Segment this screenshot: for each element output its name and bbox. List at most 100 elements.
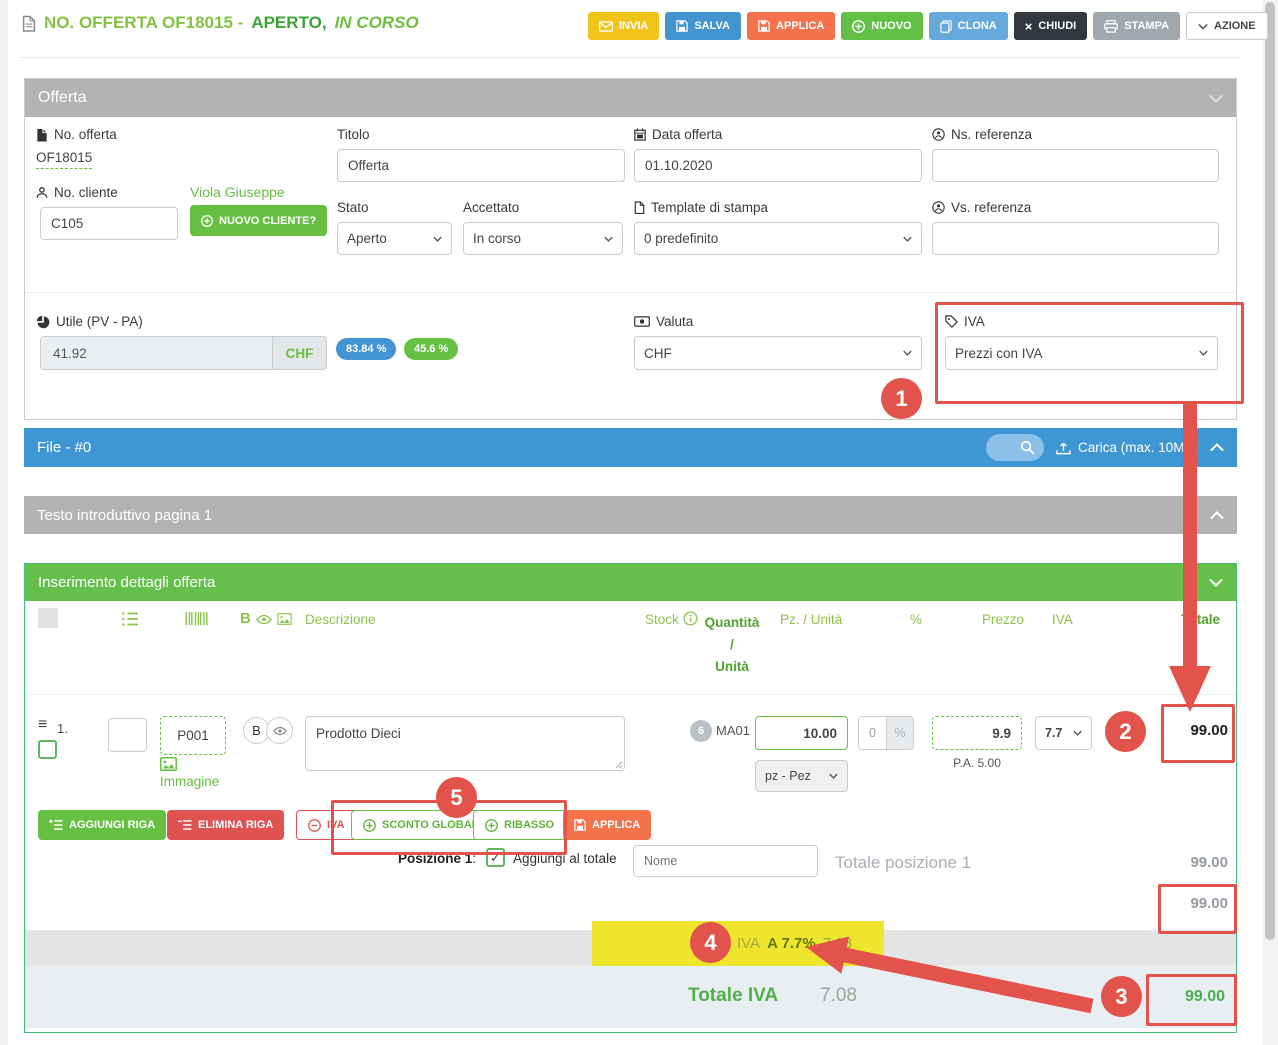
discount-group: % xyxy=(858,716,914,750)
invia-button[interactable]: INVIA xyxy=(588,12,660,40)
elimina-riga-label: ELIMINA RIGA xyxy=(198,819,274,831)
clona-button[interactable]: CLONA xyxy=(928,12,1008,40)
save-icon xyxy=(574,819,586,831)
valuta-select[interactable]: CHF xyxy=(634,336,922,370)
no-cliente-input[interactable] xyxy=(40,207,178,240)
iva-summary-rate: A 7.7% xyxy=(767,935,816,952)
offerta-panel-header[interactable]: Offerta xyxy=(25,79,1236,117)
envelope-icon xyxy=(599,20,613,32)
title-status: APERTO, xyxy=(251,13,327,32)
data-offerta-input[interactable] xyxy=(634,149,922,182)
elimina-riga-button[interactable]: ELIMINA RIGA xyxy=(167,810,285,840)
no-offerta-value[interactable]: OF18015 xyxy=(36,150,93,169)
chevron-down-icon xyxy=(903,236,912,242)
aggiungi-riga-button[interactable]: AGGIUNGI RIGA xyxy=(38,810,167,840)
warehouse-code: MA01 xyxy=(716,723,750,738)
iva-toggle-label: IVA xyxy=(327,819,345,831)
document-icon xyxy=(36,128,48,142)
posizione-nome-input[interactable] xyxy=(633,845,818,877)
sconto-globale-label: SCONTO GLOBALE xyxy=(382,819,486,831)
row-drag-handle[interactable]: ≡ xyxy=(38,716,48,733)
posizione-label: Posizione 1: xyxy=(398,851,477,866)
stato-select[interactable]: Aperto xyxy=(337,222,452,255)
applica-button-top[interactable]: APPLICA xyxy=(747,12,836,40)
chevron-down-icon[interactable] xyxy=(1209,578,1223,587)
person-circle-icon xyxy=(932,128,945,141)
ns-referenza-input[interactable] xyxy=(932,149,1219,182)
accettato-select[interactable]: In corso xyxy=(463,222,623,255)
discount-percent-addon: % xyxy=(886,717,913,749)
template-select[interactable]: 0 predefinito xyxy=(634,222,922,255)
titolo-input[interactable] xyxy=(337,149,625,182)
upload-label: Carica (max. 10MB) xyxy=(1077,440,1198,455)
col-prezzo: Prezzo xyxy=(982,612,1025,627)
chevron-up-icon[interactable] xyxy=(1210,443,1224,452)
iva-toggle-button[interactable]: IVA xyxy=(296,810,357,840)
chevron-down-icon[interactable] xyxy=(1209,94,1223,103)
offerta-panel-title: Offerta xyxy=(38,89,87,106)
azione-button[interactable]: AZIONE xyxy=(1186,12,1268,40)
dettagli-panel-header[interactable]: Inserimento dettagli offerta xyxy=(25,564,1236,601)
file-section-header[interactable]: File - #0 Carica (max. 10MB) xyxy=(24,428,1237,467)
select-all-placeholder[interactable] xyxy=(38,608,58,628)
list-ol-icon xyxy=(121,611,139,627)
copy-icon xyxy=(939,19,952,33)
upload-button[interactable]: Carica (max. 10MB) xyxy=(1056,440,1198,455)
nuovo-button[interactable]: NUOVO xyxy=(841,12,923,40)
testo-section-header[interactable]: Testo introduttivo pagina 1 xyxy=(24,496,1237,534)
applica-label: APPLICA xyxy=(776,20,825,32)
row-total: 99.00 xyxy=(1190,722,1228,739)
minus-circle-icon xyxy=(308,818,321,832)
chevron-down-icon xyxy=(1199,350,1208,356)
tag-icon xyxy=(945,315,958,328)
bold-column-icon: B xyxy=(240,610,251,627)
search-icon xyxy=(1020,440,1035,455)
chevron-up-icon[interactable] xyxy=(1210,510,1224,520)
info-icon[interactable] xyxy=(683,611,698,626)
aggiungi-totale-label: Aggiungi al totale xyxy=(513,851,617,866)
quantity-input[interactable] xyxy=(755,716,848,750)
row-code-input[interactable] xyxy=(160,716,226,755)
nuovo-cliente-button[interactable]: NUOVO CLIENTE? xyxy=(190,205,328,236)
cliente-nome[interactable]: Viola Giuseppe xyxy=(190,184,285,200)
col-descrizione: Descrizione xyxy=(305,612,376,627)
iva-summary-highlight: IVA A 7.7% 7.08 xyxy=(592,921,884,966)
eye-toggle-button[interactable] xyxy=(266,717,293,744)
price-input[interactable] xyxy=(932,716,1022,750)
plus-circle-icon xyxy=(363,818,376,832)
nuovo-cliente-label: NUOVO CLIENTE? xyxy=(219,214,317,227)
chiudi-button[interactable]: × CHIUDI xyxy=(1013,12,1088,40)
row-position-input[interactable] xyxy=(108,718,147,752)
subtotale-value: 99.00 xyxy=(1190,895,1228,912)
applica-button-row[interactable]: APPLICA xyxy=(563,810,652,840)
grand-total: 99.00 xyxy=(1184,988,1225,1005)
scrollbar-thumb[interactable] xyxy=(1265,2,1275,940)
row-checkbox[interactable] xyxy=(38,740,57,759)
aggiungi-totale-checkbox[interactable]: ✓ xyxy=(486,848,505,867)
discount-input[interactable] xyxy=(859,717,886,749)
utile-input[interactable] xyxy=(41,337,272,369)
row-iva-select[interactable]: 7.7 xyxy=(1035,716,1092,750)
iva-mode-label: IVA xyxy=(945,314,985,329)
salva-button[interactable]: SALVA xyxy=(665,12,741,40)
page-title: NO. OFFERTA OF18015 - APERTO, IN CORSO xyxy=(22,13,419,33)
document-icon xyxy=(634,201,645,214)
unit-select[interactable]: pz - Pez xyxy=(755,760,848,792)
stampa-button[interactable]: STAMPA xyxy=(1093,12,1181,40)
immagine-link[interactable]: Immagine xyxy=(160,774,220,789)
bold-toggle-button[interactable]: B xyxy=(243,717,270,744)
search-button[interactable] xyxy=(985,434,1044,461)
resize-handle-icon[interactable] xyxy=(615,761,623,769)
table-header-divider xyxy=(25,694,1236,695)
row-description-textarea[interactable]: Prodotto Dieci xyxy=(305,716,625,771)
eye-column-icon xyxy=(256,614,272,625)
iva-mode-select[interactable]: Prezzi con IVA xyxy=(945,336,1218,370)
iva-summary-label: IVA xyxy=(737,935,761,952)
left-margin-strip xyxy=(0,0,8,1045)
ribasso-button[interactable]: RIBASSO xyxy=(473,810,567,840)
dettagli-panel-title: Inserimento dettagli offerta xyxy=(38,574,216,591)
image-icon[interactable] xyxy=(160,757,177,771)
document-icon xyxy=(22,15,36,32)
vs-referenza-input[interactable] xyxy=(932,222,1219,255)
